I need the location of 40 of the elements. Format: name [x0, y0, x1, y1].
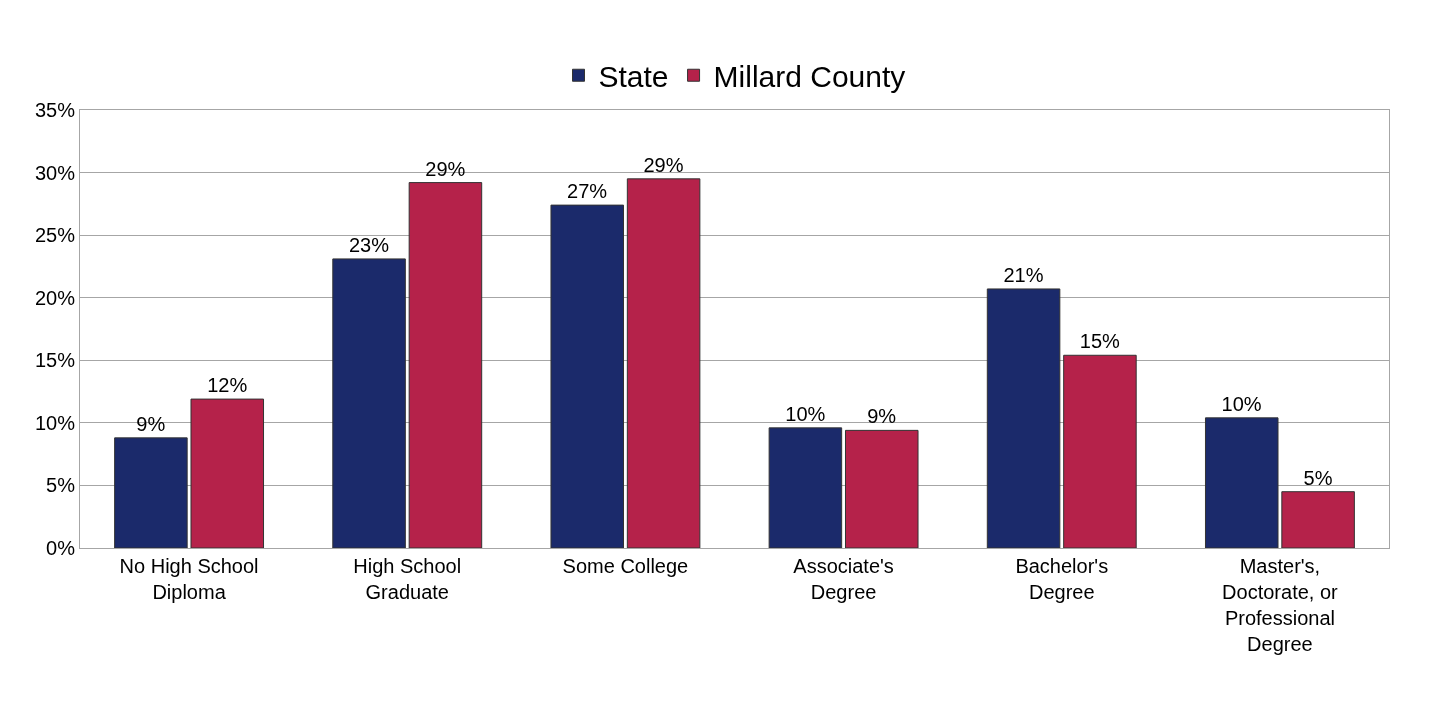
- data-label: 29%: [643, 153, 684, 176]
- data-label: 9%: [867, 405, 897, 428]
- bar: [550, 204, 625, 548]
- data-label: 10%: [785, 402, 826, 425]
- bar: [844, 429, 919, 548]
- data-label: 9%: [136, 412, 166, 435]
- data-label: 15%: [1079, 330, 1121, 353]
- data-label: 12%: [207, 374, 248, 397]
- data-label: 23%: [348, 233, 390, 256]
- bar: [986, 288, 1061, 548]
- y-tick-label: 15%: [34, 349, 76, 372]
- legend-label: State: [598, 59, 669, 93]
- legend-label: Millard County: [713, 59, 906, 93]
- x-tick-label: No High School Diploma: [119, 555, 259, 603]
- y-tick-label: 25%: [34, 224, 76, 247]
- x-tick-label: Associate's Degree: [793, 555, 894, 603]
- bar: [332, 258, 406, 548]
- y-tick-label: 5%: [46, 474, 76, 497]
- bar: [768, 427, 843, 548]
- x-tick-label: Master's, Doctorate, or Professional Degree: [1222, 555, 1339, 655]
- y-tick-label: 20%: [34, 286, 76, 309]
- bar: [1204, 417, 1279, 548]
- x-tick-label: Bachelor's Degree: [1015, 555, 1109, 603]
- bar: [626, 178, 701, 548]
- y-tick-label: 10%: [34, 411, 76, 434]
- data-label: 21%: [1003, 263, 1044, 286]
- bar: [1063, 354, 1137, 548]
- x-tick-label: High School Graduate: [353, 555, 462, 603]
- y-tick-label: 35%: [34, 99, 76, 121]
- bar: [408, 182, 483, 548]
- bar: [1281, 491, 1355, 548]
- x-tick-label: Some College: [562, 555, 689, 577]
- data-label: 27%: [567, 180, 608, 203]
- bar: [190, 398, 265, 548]
- data-label: 10%: [1221, 392, 1262, 415]
- bar: [114, 437, 188, 548]
- data-label: 29%: [425, 157, 466, 180]
- data-label: 5%: [1303, 466, 1333, 489]
- y-tick-label: 30%: [34, 161, 76, 184]
- y-tick-label: 0%: [46, 537, 76, 559]
